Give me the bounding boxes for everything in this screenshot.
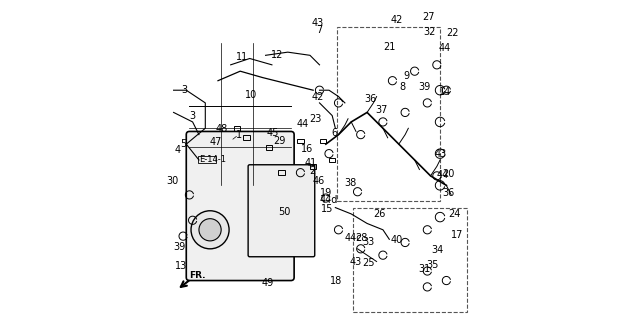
Text: 33: 33 <box>362 237 374 247</box>
Text: 43: 43 <box>350 257 362 267</box>
Text: 47: 47 <box>210 137 222 147</box>
Text: 7: 7 <box>316 25 323 35</box>
Text: 25: 25 <box>362 258 375 268</box>
Text: 2: 2 <box>309 166 316 176</box>
Text: 3: 3 <box>189 111 195 121</box>
Text: 42: 42 <box>390 15 403 25</box>
Text: 6: 6 <box>332 128 338 138</box>
Text: 31: 31 <box>418 264 430 275</box>
Text: 20: 20 <box>442 169 454 179</box>
Text: 12: 12 <box>270 50 283 60</box>
Bar <box>320 139 326 143</box>
Text: 43: 43 <box>311 18 323 28</box>
Text: 1: 1 <box>236 130 242 140</box>
Text: 3: 3 <box>181 85 188 95</box>
Text: 39: 39 <box>173 242 185 252</box>
Text: 40: 40 <box>390 235 403 245</box>
Text: 46: 46 <box>312 176 325 186</box>
Text: 14: 14 <box>439 87 451 97</box>
Text: 28: 28 <box>355 233 367 243</box>
Text: 44: 44 <box>436 170 449 180</box>
Text: 10: 10 <box>245 90 258 100</box>
Text: 39: 39 <box>418 82 430 92</box>
Bar <box>278 170 284 175</box>
Text: 36: 36 <box>364 94 376 104</box>
Text: 37: 37 <box>376 105 388 115</box>
Text: 9: 9 <box>404 71 410 81</box>
Text: 44d: 44d <box>320 195 337 205</box>
Text: 44: 44 <box>439 43 451 53</box>
Text: 15: 15 <box>321 204 333 214</box>
Bar <box>243 135 250 140</box>
Bar <box>329 158 335 162</box>
Bar <box>234 126 240 131</box>
Text: 8: 8 <box>399 82 405 92</box>
Bar <box>297 139 304 143</box>
Text: 24: 24 <box>448 209 461 219</box>
FancyBboxPatch shape <box>248 165 315 257</box>
Text: 18: 18 <box>330 276 343 285</box>
Text: 30: 30 <box>167 176 179 186</box>
Text: 16: 16 <box>301 144 313 154</box>
Text: 48: 48 <box>216 124 228 134</box>
Text: 29: 29 <box>273 136 286 146</box>
Bar <box>337 27 440 201</box>
Text: 11: 11 <box>236 52 248 62</box>
Circle shape <box>191 211 229 249</box>
Text: 38: 38 <box>344 178 357 188</box>
Text: 34: 34 <box>431 245 443 255</box>
Text: 19: 19 <box>320 188 332 198</box>
Text: FR.: FR. <box>189 271 205 280</box>
Text: 5: 5 <box>181 139 187 149</box>
Circle shape <box>199 219 221 241</box>
Text: 21: 21 <box>383 42 396 52</box>
Text: 44: 44 <box>297 119 309 130</box>
Circle shape <box>264 206 280 222</box>
FancyBboxPatch shape <box>186 132 294 281</box>
Bar <box>198 156 216 163</box>
Text: E-14-1: E-14-1 <box>199 155 226 164</box>
Text: 42: 42 <box>312 92 324 101</box>
Text: 36: 36 <box>442 188 454 198</box>
Bar <box>266 145 272 150</box>
Text: 17: 17 <box>451 229 464 240</box>
Text: 23: 23 <box>309 114 321 124</box>
Text: 49: 49 <box>262 278 274 288</box>
Bar <box>353 208 467 312</box>
Text: 44c: 44c <box>344 233 362 243</box>
Text: 26: 26 <box>374 209 386 219</box>
Text: 45: 45 <box>266 128 279 138</box>
Text: 13: 13 <box>174 261 187 271</box>
Text: 22: 22 <box>446 28 458 38</box>
Text: 27: 27 <box>422 12 435 22</box>
Text: 43: 43 <box>435 149 447 159</box>
Text: 50: 50 <box>278 207 290 217</box>
Text: 35: 35 <box>426 260 438 270</box>
Text: 4: 4 <box>174 146 180 156</box>
Text: 41: 41 <box>305 158 317 168</box>
Text: 32: 32 <box>424 28 436 37</box>
Bar <box>310 164 316 169</box>
